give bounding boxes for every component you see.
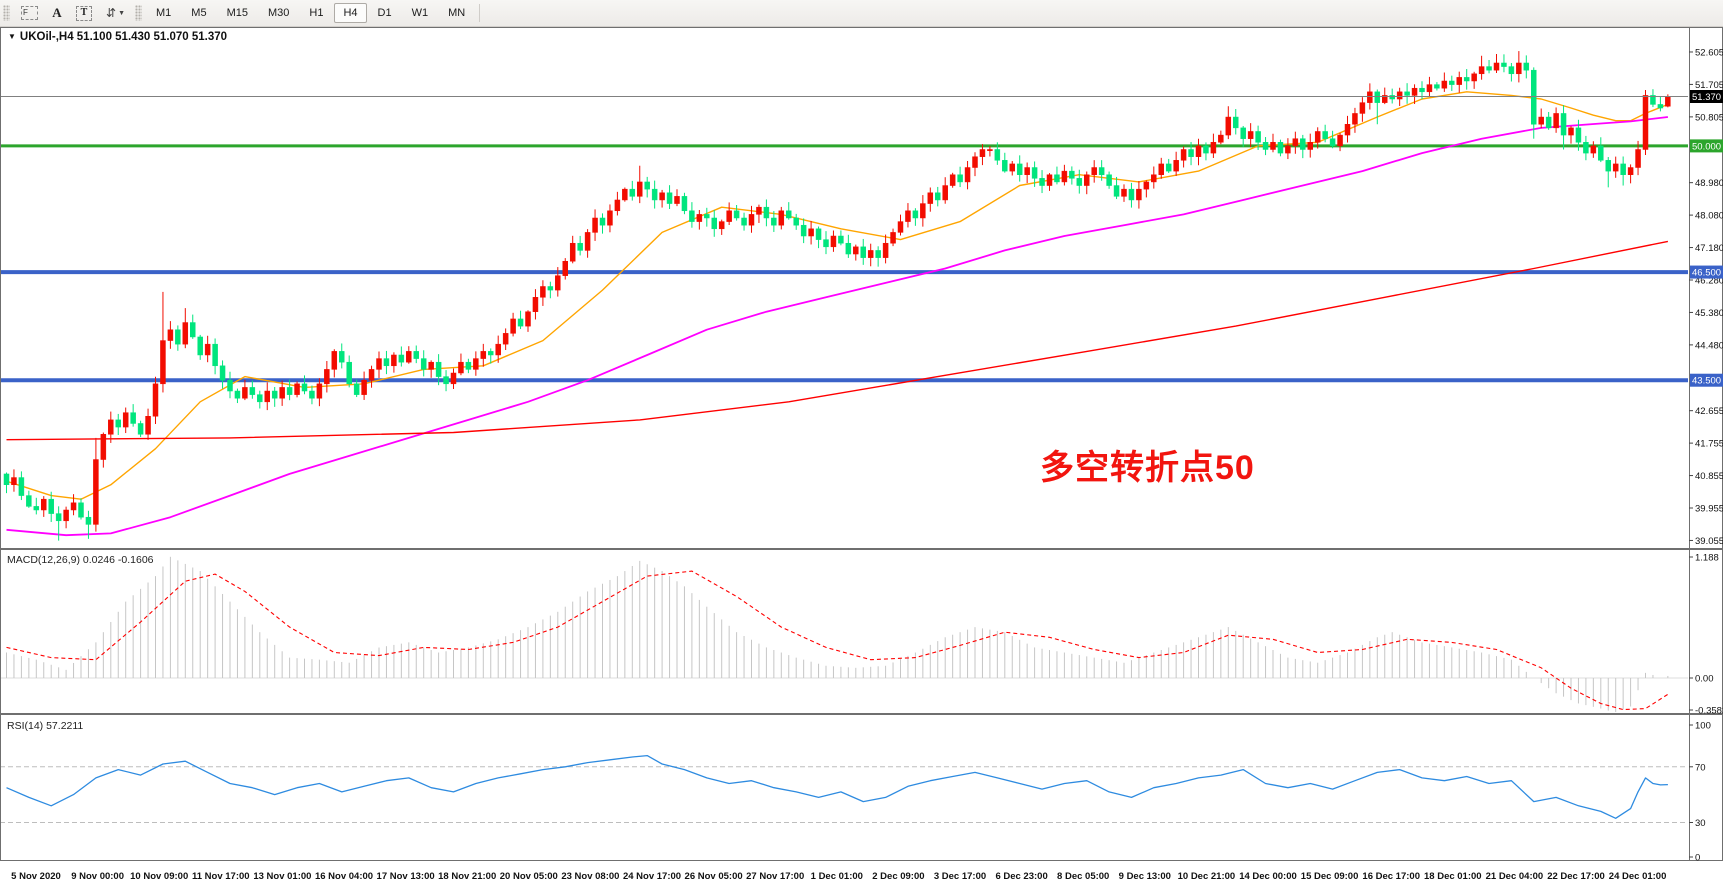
ma-medium-magenta <box>6 116 1669 537</box>
ma-slow-red <box>6 240 1669 441</box>
svg-text:46.500: 46.500 <box>1692 268 1721 279</box>
svg-text:15 Dec 09:00: 15 Dec 09:00 <box>1301 871 1359 882</box>
svg-text:42.655: 42.655 <box>1695 406 1723 417</box>
svg-text:16 Dec 17:00: 16 Dec 17:00 <box>1362 871 1420 882</box>
text-annotation-tool-button[interactable]: A <box>45 3 69 23</box>
time-axis[interactable]: 5 Nov 2020 9 Nov 00:00 10 Nov 09:00 11 Nov … <box>11 871 1666 882</box>
timeframe-m1-button[interactable]: M1 <box>147 3 180 23</box>
svg-text:50.000: 50.000 <box>1692 141 1721 152</box>
svg-text:24 Dec 01:00: 24 Dec 01:00 <box>1609 871 1667 882</box>
svg-text:39.955: 39.955 <box>1695 504 1723 515</box>
text-label-icon: T <box>76 5 92 21</box>
dotted-grid-icon: F <box>21 6 38 20</box>
svg-text:18 Nov 21:00: 18 Nov 21:00 <box>438 871 496 882</box>
toolbar: F A T ⇵ ▼ M1 M5 M15 M30 H1 H4 D1 W1 MN <box>0 0 1723 27</box>
svg-text:52.605: 52.605 <box>1695 47 1723 58</box>
svg-text:20 Nov 05:00: 20 Nov 05:00 <box>500 871 558 882</box>
text-label-tool-button[interactable]: T <box>69 3 99 23</box>
svg-text:16 Nov 04:00: 16 Nov 04:00 <box>315 871 373 882</box>
rsi-line <box>6 754 1668 819</box>
svg-text:1 Dec 01:00: 1 Dec 01:00 <box>811 871 863 882</box>
svg-text:45.380: 45.380 <box>1695 308 1723 319</box>
svg-text:0.00: 0.00 <box>1695 674 1714 685</box>
objects-arrows-tool-button[interactable]: ⇵ ▼ <box>99 3 132 23</box>
svg-text:24 Nov 17:00: 24 Nov 17:00 <box>623 871 681 882</box>
svg-text:5 Nov 2020: 5 Nov 2020 <box>11 871 61 882</box>
timeframe-m30-button[interactable]: M30 <box>259 3 298 23</box>
timeframe-m5-button[interactable]: M5 <box>182 3 215 23</box>
svg-text:70: 70 <box>1695 762 1706 773</box>
svg-text:9 Nov 00:00: 9 Nov 00:00 <box>71 871 124 882</box>
toolbar-grip[interactable] <box>135 5 142 21</box>
svg-text:22 Dec 17:00: 22 Dec 17:00 <box>1547 871 1605 882</box>
svg-text:46.280: 46.280 <box>1695 275 1723 286</box>
svg-text:100: 100 <box>1695 721 1711 732</box>
svg-text:41.755: 41.755 <box>1695 439 1723 450</box>
timeframe-d1-button[interactable]: D1 <box>369 3 401 23</box>
svg-text:48.980: 48.980 <box>1695 178 1723 189</box>
svg-text:27 Nov 17:00: 27 Nov 17:00 <box>746 871 804 882</box>
svg-text:3 Dec 17:00: 3 Dec 17:00 <box>934 871 986 882</box>
timeframe-h1-button[interactable]: H1 <box>300 3 332 23</box>
svg-text:51.370: 51.370 <box>1692 92 1721 103</box>
text-a-icon: A <box>52 5 62 20</box>
price-axis[interactable]: 52.605 51.705 50.805 48.980 48.080 47.180 46.2… <box>1689 47 1723 864</box>
svg-text:51.705: 51.705 <box>1695 80 1723 91</box>
svg-text:39.055: 39.055 <box>1695 536 1723 547</box>
macd-signal-line <box>6 570 1669 711</box>
candlestick-series <box>3 51 1671 541</box>
svg-text:50.805: 50.805 <box>1695 112 1723 123</box>
svg-text:40.855: 40.855 <box>1695 471 1723 482</box>
macd-panel <box>1 556 1688 712</box>
arrows-icon: ⇵ <box>106 5 117 20</box>
rsi-panel <box>1 754 1688 824</box>
svg-text:23 Nov 08:00: 23 Nov 08:00 <box>561 871 619 882</box>
horizontal-lines[interactable] <box>0 144 1689 383</box>
svg-text:44.480: 44.480 <box>1695 340 1723 351</box>
svg-text:-0.3582: -0.3582 <box>1695 706 1723 717</box>
toolbar-grip[interactable] <box>3 5 10 21</box>
svg-text:1.188: 1.188 <box>1695 553 1719 564</box>
panel-borders <box>0 27 1723 861</box>
svg-text:26 Nov 05:00: 26 Nov 05:00 <box>685 871 743 882</box>
svg-text:10 Dec 21:00: 10 Dec 21:00 <box>1178 871 1236 882</box>
toolbar-separator <box>479 4 481 22</box>
svg-text:18 Dec 01:00: 18 Dec 01:00 <box>1424 871 1482 882</box>
dropdown-caret-icon: ▼ <box>118 9 125 17</box>
svg-text:11 Nov 17:00: 11 Nov 17:00 <box>192 871 250 882</box>
dotted-grid-tool-button[interactable]: F <box>14 3 45 23</box>
svg-text:30: 30 <box>1695 818 1706 829</box>
svg-text:14 Dec 00:00: 14 Dec 00:00 <box>1239 871 1297 882</box>
svg-text:9 Dec 13:00: 9 Dec 13:00 <box>1119 871 1171 882</box>
svg-text:17 Nov 13:00: 17 Nov 13:00 <box>377 871 435 882</box>
svg-text:6 Dec 23:00: 6 Dec 23:00 <box>995 871 1047 882</box>
svg-text:47.180: 47.180 <box>1695 243 1723 254</box>
svg-text:43.500: 43.500 <box>1692 376 1721 387</box>
svg-text:2 Dec 09:00: 2 Dec 09:00 <box>872 871 924 882</box>
svg-text:48.080: 48.080 <box>1695 211 1723 222</box>
timeframe-m15-button[interactable]: M15 <box>218 3 257 23</box>
svg-text:0: 0 <box>1695 853 1700 864</box>
svg-text:8 Dec 05:00: 8 Dec 05:00 <box>1057 871 1109 882</box>
price-axis-tags: 51.370 50.000 46.500 43.500 <box>1690 90 1723 387</box>
ma-fast-orange <box>6 91 1669 500</box>
svg-text:13 Nov 01:00: 13 Nov 01:00 <box>253 871 311 882</box>
timeframe-mn-button[interactable]: MN <box>439 3 474 23</box>
svg-text:10 Nov 09:00: 10 Nov 09:00 <box>130 871 188 882</box>
timeframe-w1-button[interactable]: W1 <box>403 3 438 23</box>
timeframe-h4-button[interactable]: H4 <box>334 3 367 23</box>
svg-text:21 Dec 04:00: 21 Dec 04:00 <box>1486 871 1544 882</box>
